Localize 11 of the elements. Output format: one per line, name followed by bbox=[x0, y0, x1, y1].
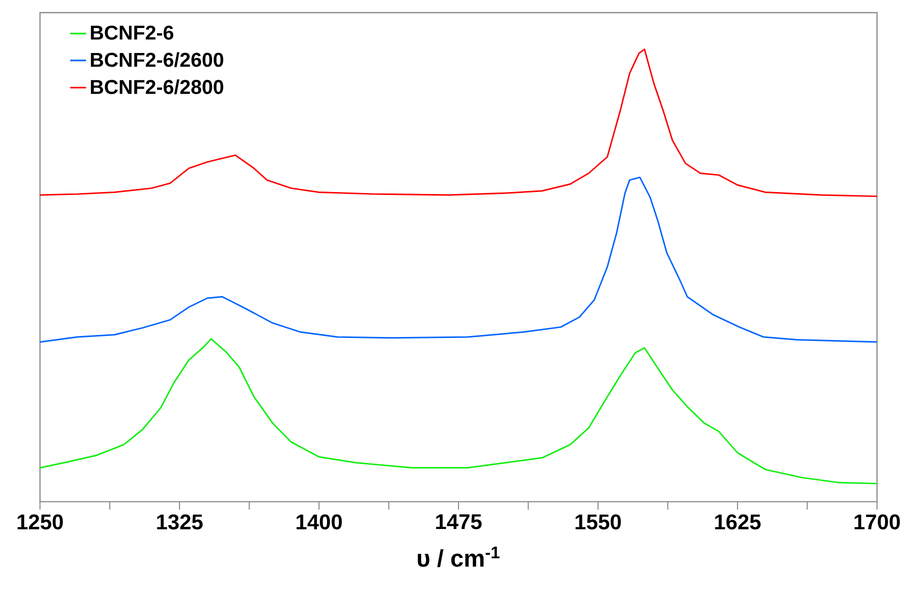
legend-label: BCNF2-6/2600 bbox=[90, 52, 224, 68]
x-tick-label: 1400 bbox=[296, 514, 342, 530]
x-axis-title: υ / cm$^{-1}$ bbox=[418, 546, 500, 568]
x-tick-label: 1475 bbox=[436, 514, 482, 530]
x-tick-label: 1250 bbox=[18, 514, 63, 530]
legend-label: BCNF2-6/2800 bbox=[90, 79, 224, 94]
x-tick-label: 1550 bbox=[576, 514, 621, 530]
x-tick-label: 1325 bbox=[157, 514, 203, 530]
x-tick-label: 1625 bbox=[715, 514, 761, 530]
legend-label: BCNF2-6 bbox=[90, 26, 174, 40]
x-tick-label: 1700 bbox=[854, 514, 900, 530]
